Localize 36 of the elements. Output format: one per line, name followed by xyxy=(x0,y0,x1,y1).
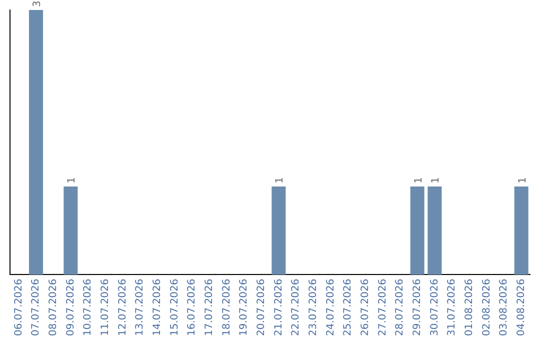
x-tick-label: 31.07.2026 xyxy=(446,278,458,336)
x-tick-label: 25.07.2026 xyxy=(342,278,354,336)
data-label: 1 xyxy=(517,177,528,184)
x-tick-label: 30.07.2026 xyxy=(429,278,440,336)
x-tick-label: 21.07.2026 xyxy=(273,278,284,336)
x-tick-label: 15.07.2026 xyxy=(169,278,180,336)
x-tick-label: 14.07.2026 xyxy=(152,278,163,336)
x-tick-label: 16.07.2026 xyxy=(186,278,198,336)
data-label: 1 xyxy=(413,177,424,184)
x-tick-label: 01.08.2026 xyxy=(464,278,475,336)
x-tick-label: 28.07.2026 xyxy=(394,278,406,336)
x-tick-label: 13.07.2026 xyxy=(134,278,146,336)
data-label: 1 xyxy=(430,177,442,184)
data-label: 1 xyxy=(274,177,286,184)
x-tick-label: 20.07.2026 xyxy=(256,278,267,336)
x-tick-label: 18.07.2026 xyxy=(221,278,232,336)
x-tick-label: 02.08.2026 xyxy=(481,278,492,336)
x-tick-label: 08.07.2026 xyxy=(48,278,59,336)
x-tick-label: 29.07.2026 xyxy=(412,278,423,336)
data-label: 1 xyxy=(66,177,78,184)
x-tick-label: 24.07.2026 xyxy=(325,278,336,336)
x-tick-label: 12.07.2026 xyxy=(117,278,128,336)
x-tick-label: 09.07.2026 xyxy=(65,278,76,336)
x-tick-label: 22.07.2026 xyxy=(290,278,302,336)
x-tick-label: 11.07.2026 xyxy=(100,278,111,336)
x-tick-label: 04.08.2026 xyxy=(516,278,527,336)
x-tick-label: 17.07.2026 xyxy=(204,278,215,336)
x-tick-label: 26.07.2026 xyxy=(360,278,371,336)
x-tick-label: 27.07.2026 xyxy=(377,278,388,336)
x-tick-label: 19.07.2026 xyxy=(238,278,250,336)
data-label: 3 xyxy=(32,0,43,7)
x-tick-label: 07.07.2026 xyxy=(30,278,42,336)
x-tick-label: 06.07.2026 xyxy=(13,278,24,336)
x-tick-label: 23.07.2026 xyxy=(308,278,319,336)
x-tick-label: 10.07.2026 xyxy=(82,278,94,336)
x-tick-label: 03.08.2026 xyxy=(498,278,510,336)
